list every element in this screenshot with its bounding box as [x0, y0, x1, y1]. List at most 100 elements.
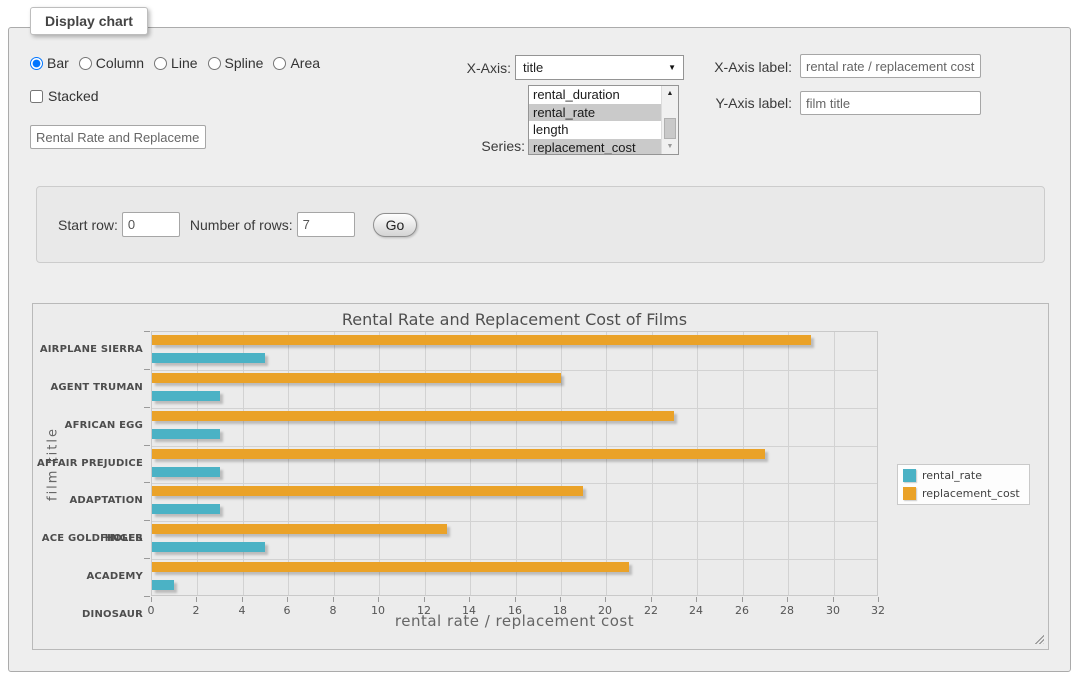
- category-label: AFRICAN EGG: [64, 419, 143, 431]
- x-tick-label: 28: [780, 604, 794, 617]
- y-tick-mark: [144, 407, 150, 408]
- gridline-v: [652, 332, 653, 595]
- chart-type-option-bar[interactable]: Bar: [30, 55, 69, 71]
- gridline-v: [470, 332, 471, 595]
- legend-entry-rental_rate: rental_rate: [903, 469, 1020, 482]
- gridline-h: [152, 559, 877, 560]
- stacked-checkbox[interactable]: [30, 89, 43, 103]
- num-rows-input[interactable]: [296, 212, 355, 237]
- x-tick-mark: [833, 597, 834, 602]
- y-tick-mark: [144, 558, 150, 559]
- chart-type-group: Bar Column Line Spline Area: [30, 55, 330, 71]
- x-axis-select-label: X-Axis:: [466, 60, 511, 76]
- rows-form: Start row: Number of rows: Go: [58, 212, 418, 237]
- rows-box: Start row: Number of rows: Go: [36, 186, 1045, 263]
- x-tick-label: 4: [238, 604, 246, 617]
- x-tick-mark: [515, 597, 516, 602]
- gridline-h: [152, 408, 877, 409]
- x-tick-label: 30: [826, 604, 840, 617]
- y-axis-label-label: Y-Axis label:: [715, 95, 792, 111]
- bar-replacement_cost: [152, 373, 561, 383]
- y-tick-mark: [144, 520, 150, 521]
- y-tick-mark: [144, 369, 150, 370]
- category-label: ACE GOLDFINGER: [41, 533, 143, 545]
- bar-replacement_cost: [152, 449, 765, 459]
- legend-label-replacement_cost: replacement_cost: [922, 487, 1020, 500]
- go-button[interactable]: Go: [372, 212, 418, 237]
- scroll-down-icon[interactable]: ▼: [666, 143, 674, 150]
- x-tick-label: 8: [329, 604, 337, 617]
- scroll-up-icon[interactable]: ▲: [666, 90, 674, 97]
- x-tick-mark: [378, 597, 379, 602]
- fieldset-legend: Display chart: [30, 7, 148, 35]
- chart-type-option-column[interactable]: Column: [78, 55, 145, 71]
- series-option-replacement_cost[interactable]: replacement_cost: [529, 138, 661, 154]
- x-tick-mark: [151, 597, 152, 602]
- gridline-h: [152, 483, 877, 484]
- series-listbox[interactable]: rental_duration rental_rate length replacem…: [528, 85, 679, 155]
- x-tick-mark: [424, 597, 425, 602]
- y-axis-label-input[interactable]: [800, 91, 981, 115]
- chart-type-radio-bar[interactable]: [30, 56, 43, 70]
- x-tick-label: 16: [508, 604, 522, 617]
- chart-type-option-spline[interactable]: Spline: [207, 55, 264, 71]
- series-option-length[interactable]: length: [533, 122, 569, 137]
- category-label: AGENT TRUMAN: [50, 381, 143, 393]
- series-option-rental_duration[interactable]: rental_duration: [533, 87, 620, 102]
- series-listbox-label: Series:: [481, 138, 525, 154]
- chart-type-text: Area: [290, 55, 321, 71]
- bar-replacement_cost: [152, 524, 447, 534]
- resize-handle-icon[interactable]: [1033, 633, 1044, 644]
- x-tick-label: 20: [598, 604, 612, 617]
- x-axis-select[interactable]: title ▼: [515, 55, 684, 80]
- chart-title-input[interactable]: [30, 125, 206, 149]
- x-tick-label: 12: [417, 604, 431, 617]
- x-tick-label: 10: [371, 604, 385, 617]
- chart-type-radio-column[interactable]: [78, 56, 92, 70]
- x-axis-title: rental rate / replacement cost: [394, 612, 635, 630]
- chart-type-text: Spline: [224, 55, 264, 71]
- chart-type-radio-area[interactable]: [273, 56, 287, 70]
- chart-type-text: Line: [171, 55, 198, 71]
- start-row-input[interactable]: [121, 212, 180, 237]
- gridline-h: [152, 521, 877, 522]
- stacked-label: Stacked: [48, 88, 99, 104]
- gridline-h: [152, 370, 877, 371]
- gridline-v: [334, 332, 335, 595]
- gridline-v: [379, 332, 380, 595]
- bar-rental_rate: [152, 391, 220, 401]
- x-tick-label: 0: [147, 604, 155, 617]
- gridline-v: [743, 332, 744, 595]
- category-label: AFFAIR PREJUDICE: [37, 457, 143, 469]
- x-axis-selected-value: title: [523, 60, 544, 75]
- chart-type-radio-line[interactable]: [154, 56, 168, 70]
- series-scrollbar[interactable]: ▲ ▼: [661, 86, 678, 154]
- category-label: ADAPTATION HOLES: [69, 495, 143, 545]
- chart-type-radio-spline[interactable]: [207, 56, 221, 70]
- chart-type-option-line[interactable]: Line: [154, 55, 198, 71]
- x-tick-label: 24: [689, 604, 703, 617]
- x-axis-label-label: X-Axis label:: [714, 59, 792, 75]
- chart-type-text: Column: [95, 55, 145, 71]
- bar-rental_rate: [152, 580, 174, 590]
- bar-replacement_cost: [152, 335, 811, 345]
- chart-type-option-area[interactable]: Area: [273, 55, 320, 71]
- series-option-rental_rate[interactable]: rental_rate: [529, 103, 661, 121]
- x-axis-label-input[interactable]: [800, 54, 981, 78]
- bar-rental_rate: [152, 353, 265, 363]
- num-rows-label: Number of rows:: [189, 216, 293, 233]
- gridline-v: [288, 332, 289, 595]
- gridline-v: [197, 332, 198, 595]
- x-tick-mark: [333, 597, 334, 602]
- category-label: AIRPLANE SIERRA: [39, 344, 143, 355]
- scrollbar-thumb[interactable]: [664, 118, 676, 139]
- bar-replacement_cost: [152, 411, 674, 421]
- bar-rental_rate: [152, 504, 220, 514]
- legend-swatch-rental_rate: [903, 469, 916, 482]
- bar-rental_rate: [152, 429, 220, 439]
- plot-area: [151, 331, 878, 596]
- gridline-v: [243, 332, 244, 595]
- gridline-v: [834, 332, 835, 595]
- chart: Rental Rate and Replacement Cost of Film…: [32, 303, 1049, 650]
